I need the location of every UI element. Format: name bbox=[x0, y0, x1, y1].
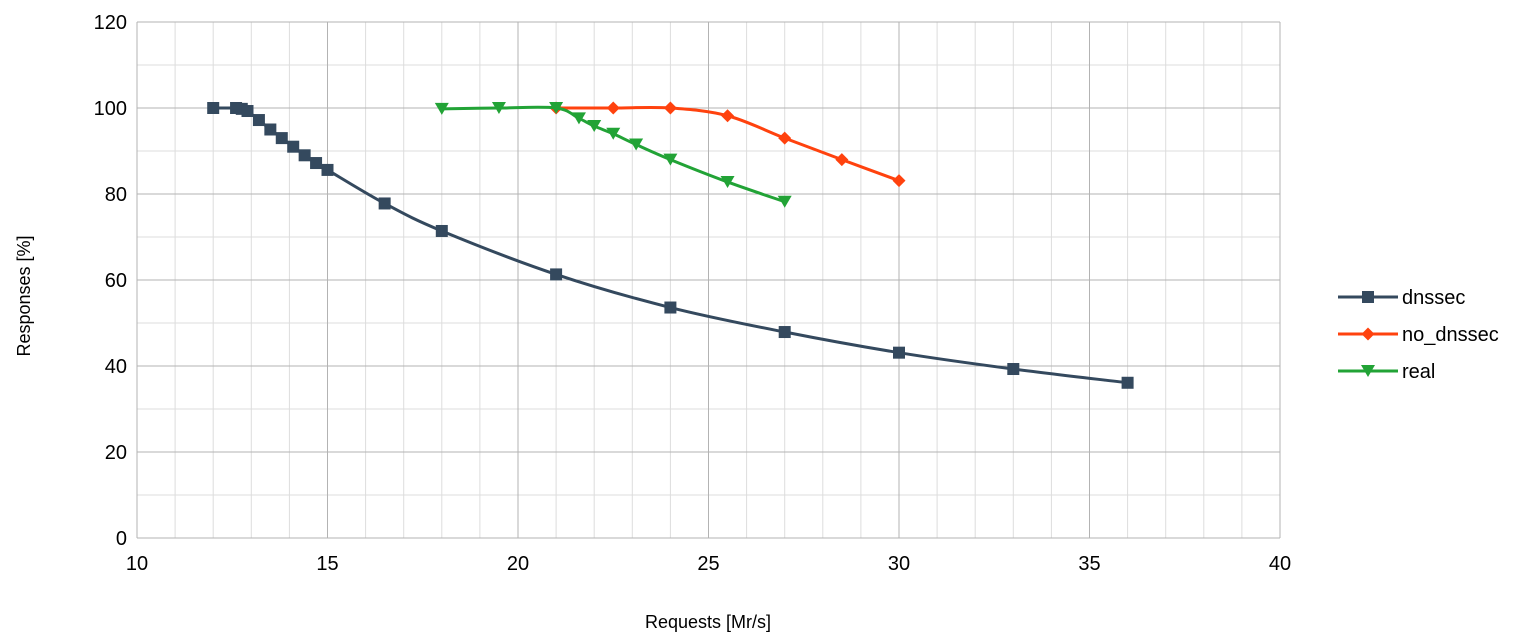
series-real bbox=[434, 102, 792, 208]
x-tick-label: 30 bbox=[888, 553, 910, 575]
legend-item-real: real bbox=[1338, 361, 1435, 383]
legend-label: dnssec bbox=[1402, 287, 1465, 309]
y-tick-label: 80 bbox=[105, 184, 127, 206]
data-point-real bbox=[629, 138, 644, 151]
data-point-real bbox=[434, 102, 449, 115]
y-tick-label: 0 bbox=[116, 528, 127, 550]
grid-major bbox=[136, 21, 1281, 539]
x-tick-label: 20 bbox=[507, 553, 529, 575]
data-point-dnssec bbox=[252, 114, 265, 127]
data-point-real bbox=[491, 102, 506, 114]
data-point-real bbox=[549, 102, 564, 114]
data-point-real bbox=[606, 127, 621, 140]
data-point-real bbox=[663, 153, 678, 166]
data-point-dnssec bbox=[1121, 376, 1134, 389]
legend-label: real bbox=[1402, 361, 1435, 383]
data-point-no_dnssec bbox=[721, 109, 735, 123]
data-point-no_dnssec bbox=[663, 101, 677, 115]
data-point-dnssec bbox=[298, 149, 311, 162]
y-axis-title: Responses [%] bbox=[14, 235, 34, 356]
data-point-dnssec bbox=[241, 105, 254, 118]
x-axis-title: Requests [Mr/s] bbox=[645, 612, 771, 632]
y-tick-label: 100 bbox=[94, 98, 127, 120]
data-point-dnssec bbox=[287, 140, 300, 153]
legend-marker bbox=[1362, 291, 1374, 303]
series-line-real bbox=[440, 105, 787, 204]
x-tick-label: 15 bbox=[316, 553, 338, 575]
data-point-real bbox=[720, 175, 735, 188]
legend-marker bbox=[1361, 365, 1375, 377]
data-point-dnssec bbox=[550, 268, 563, 281]
data-point-real bbox=[571, 112, 586, 125]
y-tick-label: 40 bbox=[105, 356, 127, 378]
data-point-dnssec bbox=[321, 163, 334, 176]
x-tick-label: 25 bbox=[697, 553, 719, 575]
data-point-no_dnssec bbox=[778, 131, 792, 145]
data-point-real bbox=[587, 120, 602, 133]
y-tick-label: 20 bbox=[105, 442, 127, 464]
data-point-dnssec bbox=[378, 197, 391, 210]
y-tick-label: 120 bbox=[94, 12, 127, 34]
series-no_dnssec bbox=[549, 101, 906, 188]
legend-label: no_dnssec bbox=[1402, 324, 1499, 346]
tick-labels: 10 15 20 25 30 35 40 0 20 40 60 80 100 120 bbox=[94, 12, 1292, 575]
data-point-no_dnssec bbox=[606, 101, 620, 115]
data-point-dnssec bbox=[664, 301, 677, 314]
data-point-dnssec bbox=[893, 346, 905, 359]
data-point-dnssec bbox=[778, 326, 791, 339]
series-dnssec bbox=[207, 102, 1134, 389]
data-point-no_dnssec bbox=[835, 153, 849, 167]
x-tick-label: 10 bbox=[126, 553, 148, 575]
data-point-dnssec bbox=[207, 102, 220, 114]
legend-marker bbox=[1361, 327, 1375, 341]
data-point-dnssec bbox=[264, 123, 277, 136]
y-tick-label: 60 bbox=[105, 270, 127, 292]
data-point-dnssec bbox=[310, 157, 323, 170]
data-point-no_dnssec bbox=[892, 174, 906, 188]
x-tick-label: 35 bbox=[1078, 553, 1100, 575]
data-point-dnssec bbox=[275, 132, 288, 145]
x-tick-label: 40 bbox=[1269, 553, 1291, 575]
data-point-dnssec bbox=[435, 224, 448, 237]
data-point-real bbox=[777, 195, 792, 208]
plot-series bbox=[207, 101, 1134, 389]
data-point-dnssec bbox=[1007, 363, 1020, 376]
legend-item-no_dnssec: no_dnssec bbox=[1338, 324, 1499, 346]
legend-item-dnssec: dnssec bbox=[1338, 287, 1465, 309]
